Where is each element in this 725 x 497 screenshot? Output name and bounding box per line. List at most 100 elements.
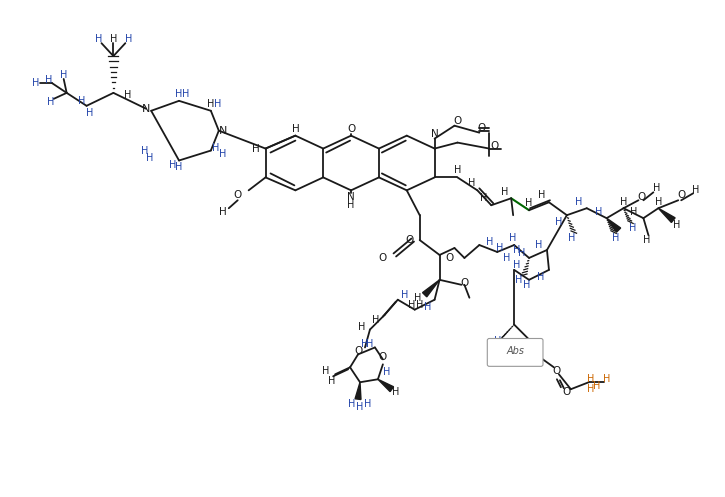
Text: H: H <box>526 198 533 208</box>
Text: H: H <box>358 322 365 331</box>
Text: H: H <box>673 220 680 230</box>
Text: H: H <box>125 34 132 44</box>
Text: H: H <box>321 366 329 376</box>
Text: H: H <box>424 302 431 312</box>
Text: O: O <box>354 346 362 356</box>
Text: H: H <box>328 376 336 386</box>
Text: O: O <box>405 235 414 245</box>
Text: O: O <box>445 253 454 263</box>
Text: H: H <box>480 193 487 203</box>
Text: H: H <box>372 315 380 325</box>
Text: H: H <box>468 178 475 188</box>
Text: H: H <box>523 280 531 290</box>
Text: H: H <box>401 290 408 300</box>
Text: H: H <box>60 70 67 80</box>
Text: H: H <box>175 163 183 172</box>
Text: H: H <box>593 381 600 391</box>
Text: N: N <box>219 126 227 136</box>
Text: H: H <box>86 108 94 118</box>
Text: H: H <box>568 233 576 243</box>
Text: H: H <box>384 367 391 377</box>
Text: H: H <box>575 197 582 207</box>
Text: H: H <box>496 243 503 253</box>
Text: H: H <box>212 143 220 153</box>
FancyBboxPatch shape <box>487 338 543 366</box>
Text: H: H <box>515 275 523 285</box>
Text: O: O <box>563 387 571 397</box>
Text: H: H <box>494 336 501 346</box>
Text: N: N <box>431 129 439 139</box>
Text: O: O <box>378 352 387 362</box>
Text: O: O <box>477 123 486 133</box>
Text: H: H <box>510 233 517 243</box>
Text: H: H <box>692 185 700 195</box>
Text: H: H <box>95 34 102 44</box>
Text: H: H <box>45 75 52 85</box>
Polygon shape <box>355 382 361 400</box>
Text: H: H <box>513 245 521 255</box>
Text: H: H <box>555 217 563 227</box>
Text: H: H <box>182 89 190 99</box>
Text: H: H <box>146 153 153 163</box>
Text: O: O <box>637 192 645 202</box>
Text: H: H <box>503 253 511 263</box>
Text: H: H <box>347 200 355 210</box>
Text: H: H <box>587 384 594 394</box>
Text: H: H <box>366 339 373 349</box>
Text: O: O <box>460 278 468 288</box>
Text: H: H <box>109 34 117 44</box>
Text: H: H <box>655 197 662 207</box>
Text: H: H <box>538 190 546 200</box>
Text: H: H <box>416 300 423 310</box>
Text: H: H <box>78 96 86 106</box>
Text: H: H <box>124 90 131 100</box>
Text: H: H <box>392 387 399 397</box>
Polygon shape <box>607 218 621 232</box>
Text: H: H <box>652 183 660 193</box>
Text: O: O <box>453 116 462 126</box>
Text: Abs: Abs <box>506 346 524 356</box>
Text: H: H <box>513 260 521 270</box>
Text: H: H <box>349 399 356 409</box>
Text: H: H <box>643 235 650 245</box>
Polygon shape <box>423 280 439 297</box>
Text: H: H <box>408 300 415 310</box>
Text: H: H <box>32 78 40 88</box>
Text: H: H <box>612 233 619 243</box>
Polygon shape <box>658 208 675 223</box>
Text: O: O <box>378 253 387 263</box>
Text: H: H <box>535 240 543 250</box>
Text: H: H <box>603 374 610 384</box>
Text: O: O <box>347 124 355 134</box>
Text: H: H <box>630 207 637 217</box>
Text: O: O <box>490 141 498 151</box>
Text: H: H <box>175 89 183 99</box>
Text: H: H <box>207 99 215 109</box>
Text: H: H <box>219 149 226 159</box>
Text: O: O <box>552 366 561 376</box>
Text: H: H <box>252 144 260 154</box>
Text: H: H <box>629 223 636 233</box>
Text: H: H <box>595 207 602 217</box>
Text: H: H <box>537 272 544 282</box>
Text: H: H <box>141 146 148 156</box>
Text: H: H <box>587 374 594 384</box>
Text: N: N <box>142 104 150 114</box>
Text: H: H <box>170 161 177 170</box>
Text: H: H <box>620 197 627 207</box>
Text: H: H <box>364 399 372 409</box>
Text: H: H <box>356 402 364 412</box>
Text: O: O <box>233 190 242 200</box>
Text: H: H <box>518 248 526 258</box>
Text: O: O <box>677 190 685 200</box>
Text: H: H <box>219 207 227 217</box>
Text: H: H <box>486 237 493 247</box>
Text: H: H <box>500 187 508 197</box>
Polygon shape <box>378 379 394 392</box>
Text: H: H <box>291 124 299 134</box>
Text: H: H <box>47 97 54 107</box>
Text: H: H <box>214 99 222 109</box>
Text: N: N <box>347 192 355 202</box>
Text: H: H <box>454 166 461 175</box>
Text: H: H <box>414 293 421 303</box>
